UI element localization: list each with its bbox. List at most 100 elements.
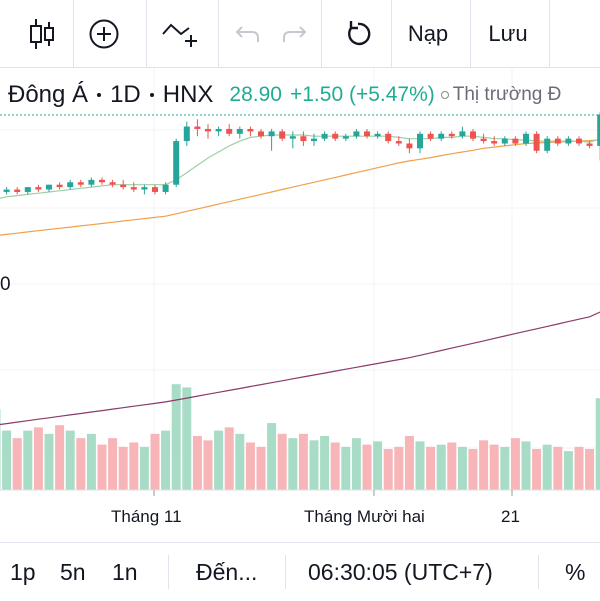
- volume-bar: [267, 423, 277, 490]
- range-1n-button[interactable]: 1n: [112, 543, 138, 601]
- volume-bar: [510, 438, 520, 490]
- candle: [183, 126, 190, 142]
- undo-icon[interactable]: [230, 0, 266, 68]
- candle: [576, 138, 582, 144]
- candle: [289, 136, 296, 139]
- candle: [205, 128, 211, 132]
- volume-bar: [139, 446, 149, 490]
- add-circle-icon[interactable]: [75, 0, 133, 68]
- toolbar-divider: [321, 0, 322, 68]
- market-status-dot-icon: [440, 91, 449, 99]
- volume-bar: [97, 444, 107, 490]
- candle: [99, 179, 105, 183]
- percent-scale-button[interactable]: %: [565, 543, 585, 601]
- volume-bar: [309, 440, 319, 490]
- volume-bar: [457, 446, 467, 490]
- candles: [3, 112, 600, 195]
- x-axis-label-november: Tháng 11: [111, 507, 182, 526]
- volume-bar: [585, 448, 595, 490]
- bottom-divider: [538, 555, 539, 589]
- candle: [120, 184, 127, 188]
- volume-bar: [563, 451, 573, 490]
- chart-grid: [0, 68, 600, 490]
- candle: [448, 133, 455, 137]
- candle: [385, 133, 392, 142]
- separator-dot: [97, 93, 102, 97]
- deposit-button[interactable]: Nạp: [392, 0, 464, 68]
- candle: [311, 138, 317, 142]
- symbol-name: Đông Á: [8, 81, 89, 108]
- candle: [480, 138, 487, 142]
- indicator-line: [0, 311, 600, 426]
- volume-bar: [86, 433, 96, 490]
- volume-bar: [33, 427, 43, 490]
- volume-bar: [574, 446, 584, 490]
- candle: [364, 131, 370, 137]
- last-price: 28.90: [229, 83, 282, 106]
- indicator-icon[interactable]: [150, 0, 212, 68]
- volume-bar: [479, 440, 489, 490]
- range-5n-button[interactable]: 5n: [60, 543, 86, 601]
- candle: [300, 136, 307, 142]
- candle: [586, 143, 593, 146]
- goto-label: Đến...: [196, 558, 258, 585]
- volume-bar: [468, 448, 478, 490]
- toolbar-divider: [549, 0, 550, 68]
- volume-bar: [245, 442, 255, 490]
- volume-bar: [118, 446, 128, 490]
- moving-average-lines: [0, 134, 600, 426]
- candle: [565, 138, 572, 144]
- volume-bar: [288, 438, 298, 490]
- candle: [501, 138, 508, 144]
- refresh-icon[interactable]: [330, 0, 386, 68]
- candle: [268, 131, 275, 137]
- save-button[interactable]: Lưu: [472, 0, 544, 68]
- volume-bar: [500, 446, 510, 490]
- volume-bar: [426, 446, 436, 490]
- candlestick-icon[interactable]: [14, 0, 70, 68]
- candle: [491, 141, 498, 144]
- symbol-legend[interactable]: Đông Á 1D HNX 28.90 +1.50 (+5.47%) Thị t…: [0, 78, 561, 112]
- volume-bar: [298, 433, 308, 490]
- candle: [523, 133, 529, 144]
- candle: [35, 187, 42, 190]
- candle: [194, 126, 201, 129]
- goto-date-button[interactable]: Đến...: [196, 543, 257, 601]
- volume-bar: [489, 444, 499, 490]
- volume-bar: [277, 433, 287, 490]
- price-chart[interactable]: [0, 68, 600, 542]
- candle: [554, 138, 561, 144]
- candle: [459, 131, 466, 137]
- volume-bar: [2, 430, 12, 490]
- range-label: 1n: [112, 558, 138, 585]
- x-axis-label-21: 21: [501, 507, 520, 526]
- toolbar-divider: [73, 0, 74, 68]
- candle: [533, 133, 540, 151]
- candle: [374, 133, 381, 137]
- candle: [56, 184, 63, 188]
- volume-bar: [595, 398, 600, 490]
- volume-bar: [192, 436, 202, 490]
- volume-bar: [330, 442, 340, 490]
- volume-bar: [553, 446, 563, 490]
- percent-label: %: [565, 558, 586, 585]
- toolbar-divider: [470, 0, 471, 68]
- interval-label: 1D: [110, 81, 141, 108]
- range-1p-button[interactable]: 1p: [10, 543, 36, 601]
- clock-label: 06:30:05 (UTC+7): [308, 558, 493, 585]
- volume-bar: [394, 446, 404, 490]
- volume-bar: [171, 384, 181, 490]
- ma-fast-line: [0, 134, 600, 199]
- volume-bar: [235, 433, 245, 490]
- range-label: 1p: [10, 558, 36, 585]
- candle: [512, 138, 519, 144]
- timezone-clock[interactable]: 06:30:05 (UTC+7): [308, 543, 493, 601]
- candle: [438, 133, 445, 139]
- volume-bar: [0, 409, 1, 490]
- volume-bar: [351, 438, 361, 490]
- market-status: Thị trường Đ: [452, 84, 562, 105]
- candle: [544, 138, 551, 151]
- candle: [162, 184, 169, 192]
- redo-icon[interactable]: [276, 0, 312, 68]
- candle: [173, 141, 180, 185]
